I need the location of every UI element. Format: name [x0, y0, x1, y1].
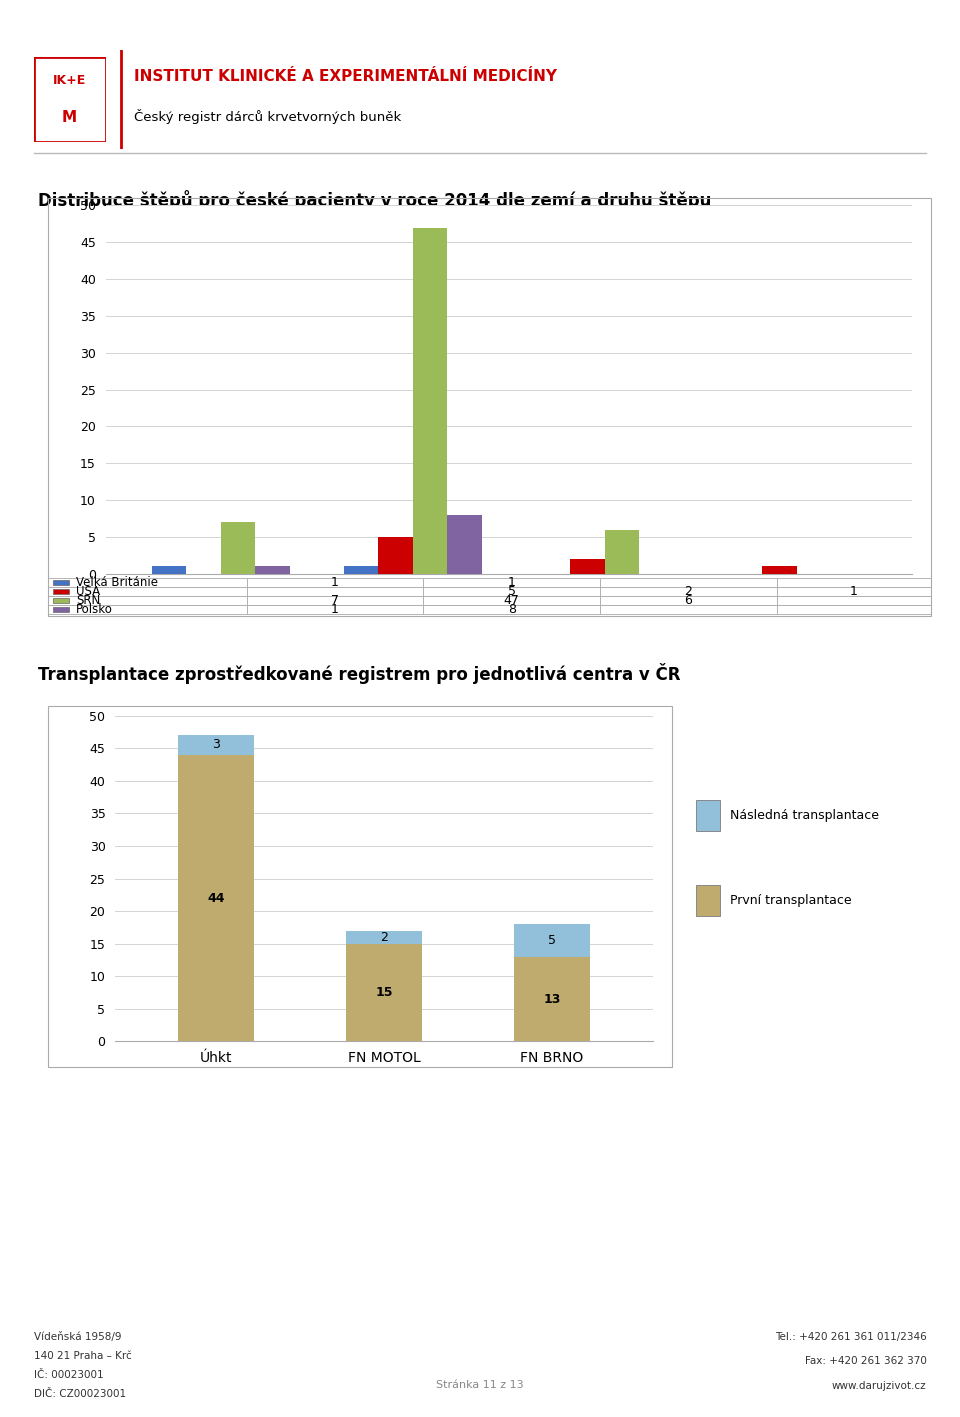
Text: 2: 2	[380, 931, 388, 944]
Bar	[777, 605, 931, 614]
Text: 3: 3	[212, 738, 220, 751]
Bar	[54, 606, 69, 612]
Bar	[247, 587, 423, 595]
Bar	[600, 605, 777, 614]
Text: Následná transplantace: Následná transplantace	[730, 809, 878, 822]
Bar	[152, 567, 186, 574]
Bar	[54, 580, 69, 585]
Bar	[423, 587, 600, 595]
Text: 8: 8	[508, 602, 516, 615]
Bar	[777, 587, 931, 595]
Text: SRN: SRN	[76, 594, 101, 606]
Bar	[600, 587, 777, 595]
Bar	[777, 578, 931, 587]
Text: USA: USA	[76, 585, 101, 598]
Bar	[696, 886, 720, 917]
Text: 1: 1	[331, 602, 339, 615]
Bar	[344, 567, 378, 574]
Bar	[423, 595, 600, 605]
Text: Velká Británie: Velká Británie	[76, 575, 158, 589]
Bar	[762, 567, 797, 574]
Bar	[247, 605, 423, 614]
Text: 5: 5	[508, 585, 516, 598]
Bar	[48, 595, 247, 605]
Bar	[221, 523, 255, 574]
Text: Distribuce štěpů pro české pacienty v roce 2014 dle zemí a druhu štěpu: Distribuce štěpů pro české pacienty v ro…	[38, 190, 711, 210]
Text: Fax: +420 261 362 370: Fax: +420 261 362 370	[804, 1356, 926, 1366]
Bar	[48, 605, 247, 614]
Bar	[247, 578, 423, 587]
Text: 1: 1	[331, 575, 339, 589]
Bar	[54, 598, 69, 602]
Text: 15: 15	[375, 986, 393, 999]
Bar	[378, 537, 413, 574]
Bar	[696, 801, 720, 830]
Text: M: M	[62, 111, 77, 125]
Text: 140 21 Praha – Krč: 140 21 Praha – Krč	[34, 1352, 132, 1362]
Text: IK+E: IK+E	[53, 74, 86, 86]
Bar	[600, 578, 777, 587]
Bar	[447, 514, 482, 574]
Bar	[777, 595, 931, 605]
Text: 7: 7	[331, 594, 339, 606]
Text: IČ: 00023001: IČ: 00023001	[34, 1370, 104, 1380]
Text: INSTITUT KLINICKÉ A EXPERIMENTÁLNÍ MEDICÍNY: INSTITUT KLINICKÉ A EXPERIMENTÁLNÍ MEDIC…	[134, 69, 558, 85]
Text: 13: 13	[543, 993, 561, 1006]
Text: Vídeňská 1958/9: Vídeňská 1958/9	[34, 1332, 121, 1342]
Text: Český registr dárců krvetvorných buněk: Český registr dárců krvetvorných buněk	[134, 109, 401, 125]
Bar	[48, 578, 247, 587]
Bar	[54, 589, 69, 594]
Text: DIČ: CZ00023001: DIČ: CZ00023001	[34, 1390, 126, 1400]
Bar	[347, 931, 421, 944]
Bar	[570, 560, 605, 574]
Text: 47: 47	[504, 594, 519, 606]
Bar	[413, 228, 447, 574]
Text: Tel.: +420 261 361 011/2346: Tel.: +420 261 361 011/2346	[775, 1332, 926, 1342]
Text: 2: 2	[684, 585, 692, 598]
Bar	[179, 755, 253, 1041]
Text: 1: 1	[850, 585, 858, 598]
Bar	[423, 578, 600, 587]
Bar	[605, 530, 639, 574]
Bar	[515, 956, 589, 1041]
Text: 1: 1	[508, 575, 516, 589]
Bar	[423, 605, 600, 614]
Text: www.darujzivot.cz: www.darujzivot.cz	[831, 1380, 926, 1390]
Bar	[48, 587, 247, 595]
Text: První transplantace: První transplantace	[730, 894, 852, 907]
Text: 44: 44	[207, 891, 225, 904]
Text: 5: 5	[548, 934, 556, 947]
Text: Transplantace zprostředkované registrem pro jednotlivá centra v ČR: Transplantace zprostředkované registrem …	[38, 663, 681, 683]
Bar	[247, 595, 423, 605]
Bar	[515, 924, 589, 956]
Text: Polsko: Polsko	[76, 602, 113, 615]
Text: Stránka 11 z 13: Stránka 11 z 13	[436, 1380, 524, 1390]
Bar	[600, 595, 777, 605]
Bar	[255, 567, 290, 574]
Bar	[179, 735, 253, 755]
Text: 6: 6	[684, 594, 692, 606]
Bar	[347, 944, 421, 1041]
